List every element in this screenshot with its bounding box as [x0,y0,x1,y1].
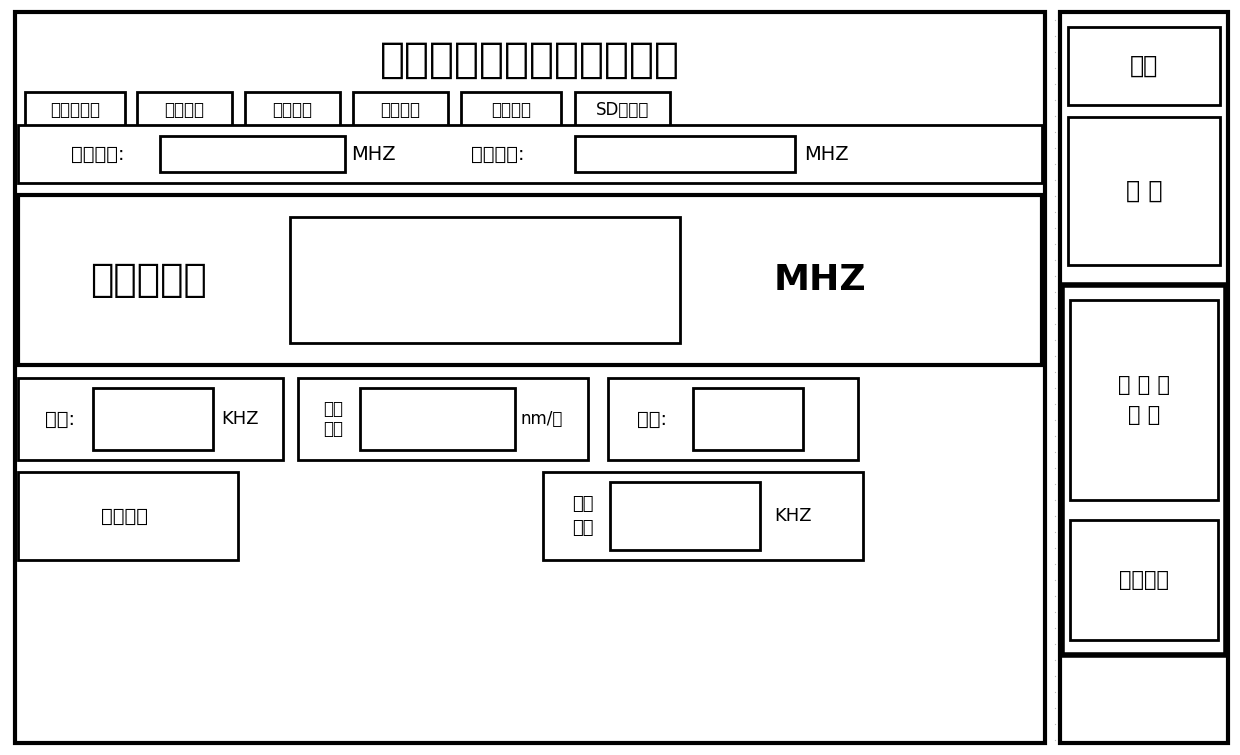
Bar [1070,300,1218,500]
Bar [19,378,283,460]
Text: KHZ: KHZ [774,507,812,525]
Text: 修盘: 修盘 [1130,54,1158,78]
Bar [136,92,232,128]
Text: 校准: 校准 [572,519,594,537]
Text: 速率: 速率 [322,420,343,438]
Text: 石英晶片研磨在线测频系统: 石英晶片研磨在线测频系统 [379,39,680,81]
Text: 圈数:: 圈数: [637,409,667,429]
Text: 平均: 平均 [322,400,343,418]
Bar [575,92,670,128]
Text: 目标频率:: 目标频率: [471,144,525,164]
Bar [19,195,1042,365]
Text: 极差:: 极差: [45,409,74,429]
Text: 数据交互: 数据交互 [1118,570,1169,590]
Bar [1068,27,1220,105]
Text: 速率异常: 速率异常 [381,101,420,119]
Text: KHZ: KHZ [221,410,259,428]
Bar [608,378,858,460]
Bar [360,388,515,450]
Text: MHZ: MHZ [351,144,396,164]
Bar [543,472,863,560]
Bar [1061,285,1226,655]
Bar [246,92,340,128]
Bar [610,482,760,550]
Text: 管 理 员: 管 理 员 [1118,375,1171,395]
Bar [1060,12,1228,743]
Bar [575,136,795,172]
Bar [461,92,560,128]
Text: 起始频率:: 起始频率: [71,144,125,164]
Bar [1070,520,1218,640]
Bar [1068,117,1220,265]
Text: MHZ: MHZ [804,144,848,164]
Text: 设 置: 设 置 [1128,405,1161,425]
Bar [693,388,804,450]
Text: MHZ: MHZ [774,263,867,297]
Text: SD卡异常: SD卡异常 [595,101,650,119]
Bar [15,12,1045,743]
Text: 紧急暂停: 紧急暂停 [102,507,149,525]
Text: 研 磨: 研 磨 [1126,179,1162,203]
Bar [353,92,448,128]
Text: nm/圈: nm/圈 [521,410,563,428]
Bar [290,217,680,343]
Text: 研磨机运行: 研磨机运行 [50,101,100,119]
Bar [19,472,238,560]
Bar [25,92,125,128]
Bar [298,378,588,460]
Bar [19,125,1042,183]
Text: 极差异常: 极差异常 [491,101,531,119]
Text: 频率: 频率 [572,495,594,513]
Text: 当前频率：: 当前频率： [89,261,206,299]
Text: 测频异常: 测频异常 [273,101,312,119]
Bar [93,388,213,450]
Bar [160,136,345,172]
Text: 圈数异常: 圈数异常 [165,101,205,119]
